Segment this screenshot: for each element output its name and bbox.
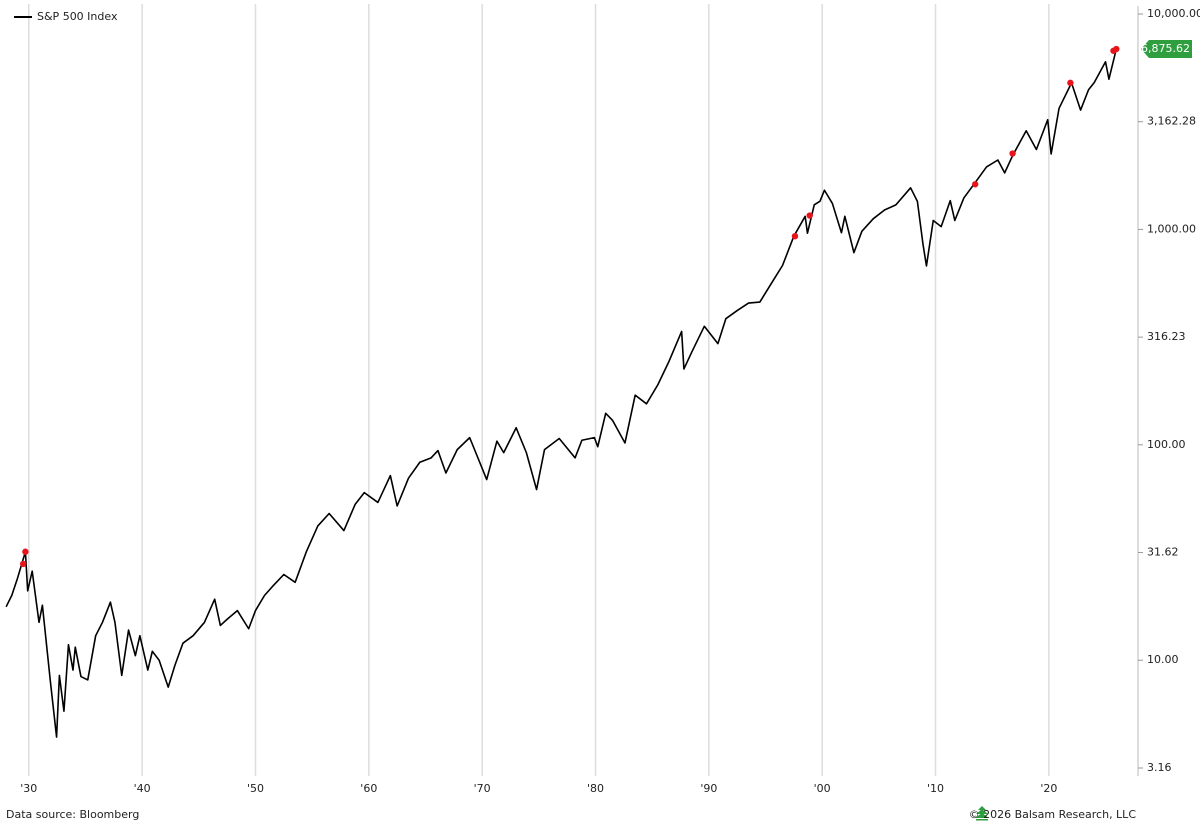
- y-tick-label: 10,000.00: [1147, 7, 1200, 20]
- x-tick-label: '10: [927, 782, 944, 795]
- high-marker: [22, 548, 29, 555]
- legend-label: S&P 500 Index: [37, 10, 118, 23]
- x-tick-label: '20: [1040, 782, 1057, 795]
- x-tick-label: '40: [134, 782, 151, 795]
- y-tick-label: 3,162.28: [1147, 115, 1196, 128]
- x-tick-label: '00: [814, 782, 831, 795]
- y-tick-label: 316.23: [1147, 330, 1186, 343]
- high-marker: [1067, 79, 1074, 87]
- y-tick-label: 31.62: [1147, 546, 1179, 559]
- copyright: © 2026 Balsam Research, LLC: [969, 808, 1137, 821]
- high-marker: [1113, 45, 1120, 53]
- x-tick-label: '80: [587, 782, 604, 795]
- x-tick-label: '70: [474, 782, 491, 795]
- y-tick-label: 1,000.00: [1147, 222, 1196, 235]
- y-tick-label: 3.16: [1147, 761, 1172, 774]
- last-value-tag: [1141, 40, 1192, 59]
- high-marker: [806, 212, 813, 219]
- x-tick-label: '60: [360, 782, 377, 795]
- high-marker: [19, 560, 27, 568]
- logo: [975, 806, 989, 821]
- high-marker: [1009, 150, 1016, 157]
- high-marker: [791, 232, 799, 240]
- x-tick-label: '50: [247, 782, 264, 795]
- y-tick-label: 100.00: [1147, 438, 1186, 451]
- last-value-label: 6,875.62: [1141, 42, 1190, 55]
- x-tick-label: '90: [700, 782, 717, 795]
- source-note: Data source: Bloomberg: [6, 808, 139, 821]
- grid: [28, 4, 1050, 776]
- x-tick-label: '30: [20, 782, 37, 795]
- series-line: [5, 48, 1118, 738]
- high-marker: [971, 181, 979, 188]
- y-tick-label: 10.00: [1147, 653, 1179, 666]
